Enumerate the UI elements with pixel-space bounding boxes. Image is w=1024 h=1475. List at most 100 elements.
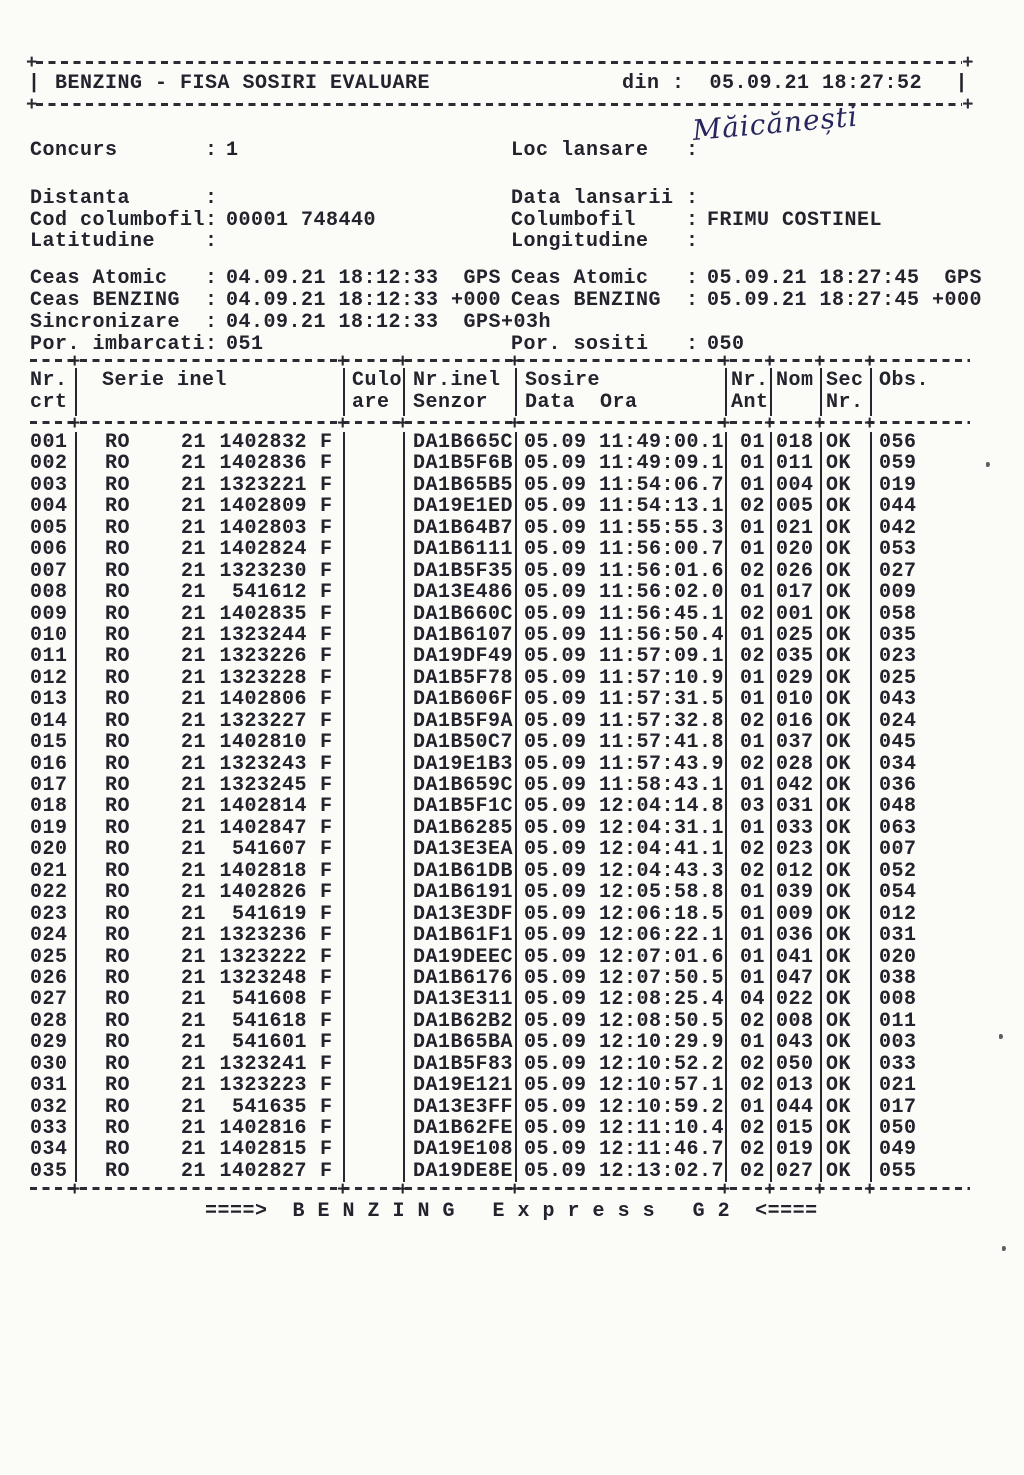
cell-culoare [343,1096,403,1118]
cell-sosire: 05.09 12:07:01.6 [515,946,725,968]
cell-senzor: DA1B5F6B [403,453,515,475]
cell-sosire: 05.09 12:08:25.4 [515,989,725,1011]
cell-sosire: 05.09 12:04:43.3 [515,860,725,882]
table-row: 012 RO 21 1323228 F DA1B5F78 05.09 11:57:10.… [30,667,970,689]
cell-senzor: DA1B65B5 [403,474,515,496]
cell-serie-inel: RO 21 1323222 F [75,946,343,968]
cell-senzor: DA1B665C [403,432,515,453]
cell-sec: OK [820,1139,870,1161]
cell-senzor: DA1B50C7 [403,732,515,754]
cell-culoare [343,925,403,947]
colon: : [205,139,218,162]
info-line-ceas-atomic: Ceas Atomic:04.09.21 18:12:33 GPS Ceas A… [0,268,1024,290]
cell-nr-crt: 025 [30,945,68,969]
cell-serie-inel: RO 21 1323236 F [75,925,343,947]
cell-culoare [343,903,403,926]
cod-columbofil-label: Cod columbofil [30,208,206,232]
cell-culoare [343,1139,403,1161]
cell-sec: OK [820,1096,870,1118]
cell-culoare [343,646,403,668]
cell-sec: OK [820,860,870,882]
corner-plus [26,94,38,116]
cell-nr-ant: 03 [725,796,770,818]
cell-obs: 020 [870,946,970,968]
cell-nr-crt: 020 [30,838,68,862]
cell-sosire: 05.09 12:04:31.1 [515,817,725,839]
table-row: 015 RO 21 1402810 F DA1B50C7 05.09 11:57:41.… [30,732,970,754]
table-row: 032 RO 21 541635 F DA13E3FF 05.09 12:10:59.2… [30,1096,970,1118]
benzing-express-banner: ====> B E N Z I N G E x p r e s s G 2 <=… [205,1200,818,1223]
cell-sosire: 05.09 11:56:50.4 [515,624,725,646]
colon: : [686,187,699,210]
col-header-nom: Nom [770,368,820,416]
col-header-nr-inel-senzor: Nr.inel Senzor [403,368,515,416]
cell-nr-crt: 031 [30,1074,68,1098]
colon: : [205,187,218,210]
cell-senzor: DA19E108 [403,1139,515,1161]
cell-nom: 041 [770,946,820,968]
cell-senzor: DA1B64B7 [403,517,515,539]
colon: : [686,333,699,356]
data-lansarii-label: Data lansarii [511,187,674,210]
cell-sec: OK [820,496,870,518]
cell-culoare [343,517,403,540]
cell-obs: 017 [870,1096,970,1118]
cell-obs: 053 [870,539,970,561]
cell-culoare [343,989,403,1011]
cell-nr-crt: 018 [30,795,68,819]
table-row: 004 RO 21 1402809 F DA19E1ED 05.09 11:54:13.… [30,496,970,518]
cell-culoare [343,1053,403,1076]
cell-culoare [343,796,403,818]
cell-senzor: DA13E3EA [403,839,515,861]
cell-obs: 044 [870,496,970,518]
cell-senzor: DA1B61DB [403,860,515,882]
table-row: 029 RO 21 541601 F DA1B65BA 05.09 12:10:29.9… [30,1032,970,1054]
cell-culoare [343,539,403,561]
cell-sosire: 05.09 11:54:13.1 [515,496,725,518]
cell-nr-ant: 02 [725,860,770,882]
cell-sec: OK [820,689,870,711]
cell-obs: 023 [870,646,970,668]
cell-nom: 033 [770,817,820,839]
cell-sosire: 05.09 12:08:50.5 [515,1010,725,1032]
por-imbarcati-value: 051 [226,333,264,356]
cell-nr-crt: 002 [30,452,68,476]
cell-obs: 011 [870,1010,970,1032]
cell-nom: 050 [770,1053,820,1075]
cell-sosire: 05.09 11:56:45.1 [515,603,725,625]
cell-nr-ant: 01 [725,474,770,496]
cell-senzor: DA19DEEC [403,946,515,968]
cell-senzor: DA19E121 [403,1075,515,1097]
cell-culoare [343,775,403,797]
cell-nr-ant: 01 [725,817,770,839]
cell-nom: 021 [770,517,820,539]
cell-serie-inel: RO 21 1402803 F [75,517,343,539]
cell-serie-inel: RO 21 1402836 F [75,453,343,475]
cell-nom: 004 [770,474,820,496]
cell-serie-inel: RO 21 1402847 F [75,817,343,839]
cell-senzor: DA1B6176 [403,967,515,989]
ceas-atomic-label: Ceas Atomic [30,267,168,290]
ceas-atomic-end-value: 05.09.21 18:27:45 GPS [707,267,983,290]
table-row: 018 RO 21 1402814 F DA1B5F1C 05.09 12:04:14.… [30,795,970,819]
colon: : [205,208,218,232]
cell-sosire: 05.09 12:05:58.8 [515,882,725,904]
cell-obs: 019 [870,474,970,496]
cell-obs: 024 [870,710,970,732]
sincronizare-label: Sincronizare [30,311,181,334]
table-row: 026 RO 21 1323248 F DA1B6176 05.09 12:07:50.… [30,967,970,989]
colon: : [205,311,218,334]
cell-serie-inel: RO 21 1402810 F [75,732,343,754]
table-row: 008 RO 21 541612 F DA13E486 05.09 11:56:02.0… [30,582,970,604]
cell-senzor: DA1B62FE [403,1118,515,1139]
cell-sec: OK [820,432,870,453]
cell-nom: 009 [770,903,820,925]
cell-senzor: DA1B5F9A [403,710,515,732]
cell-sec: OK [820,946,870,968]
cell-sec: OK [820,903,870,925]
cell-nr-ant: 02 [725,1075,770,1097]
table-row: 005 RO 21 1402803 F DA1B64B7 05.09 11:55:55.… [30,517,970,540]
cell-nr-ant: 01 [725,1032,770,1054]
cell-nom: 012 [770,860,820,882]
col-header-serie-inel: Serie inel [75,368,343,416]
